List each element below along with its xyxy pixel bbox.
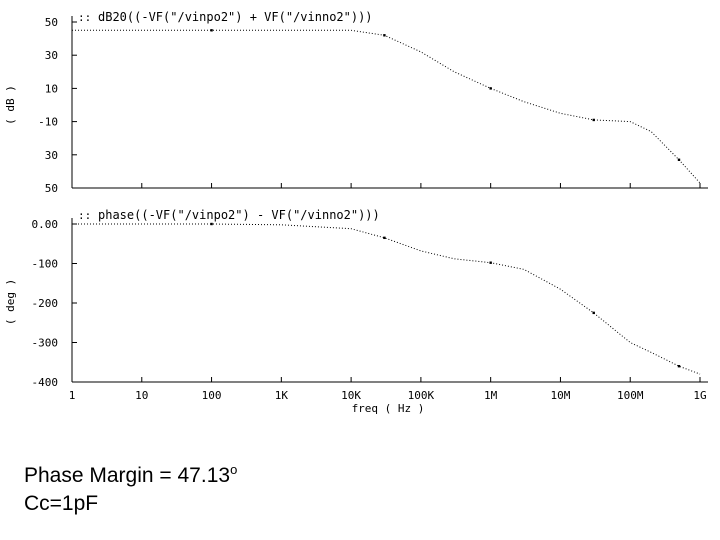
data-point-marker <box>592 311 595 315</box>
degree-symbol: o <box>230 462 238 477</box>
x-tick-label: 10 <box>135 389 148 402</box>
plot-title-marker: :: <box>78 11 91 24</box>
data-point-marker <box>677 365 681 368</box>
x-tick-label: 100K <box>408 389 435 402</box>
cc-caption: Cc=1pF <box>24 492 99 515</box>
x-tick-label: 1K <box>275 389 289 402</box>
x-tick-label: 1G <box>693 389 706 402</box>
x-axis-label: freq ( Hz ) <box>352 402 425 415</box>
data-point-marker <box>489 261 492 264</box>
series-line <box>72 223 701 375</box>
y-tick-label: -200 <box>32 297 59 310</box>
y-tick-label: 50 <box>45 182 58 195</box>
x-tick-label: 100M <box>617 389 644 402</box>
x-tick-label: 10K <box>341 389 361 402</box>
data-point-marker <box>677 158 681 161</box>
data-point-marker <box>210 29 213 32</box>
y-tick-label: 0.00 <box>32 218 59 231</box>
y-axis-label: ( deg ) <box>4 279 17 325</box>
x-tick-label: 1 <box>69 389 76 402</box>
plot-title-marker: :: <box>78 209 91 222</box>
x-tick-label: 1M <box>484 389 498 402</box>
x-tick-label: 10M <box>551 389 571 402</box>
y-tick-label: 30 <box>45 49 58 62</box>
x-tick-label: 100 <box>202 389 222 402</box>
y-tick-label: -300 <box>32 337 59 350</box>
y-tick-label: -10 <box>38 116 58 129</box>
series-line <box>72 29 701 184</box>
data-point-marker <box>383 236 386 240</box>
plot-title: dB20((-VF("/vinpo2") + VF("/vinno2"))) <box>98 10 373 24</box>
y-tick-label: 10 <box>45 82 58 95</box>
data-point-marker <box>383 34 386 37</box>
y-tick-label: -100 <box>32 258 59 271</box>
y-tick-label: -400 <box>32 376 59 389</box>
data-point-marker <box>592 118 595 122</box>
y-axis-label: ( dB ) <box>4 85 17 125</box>
y-tick-label: 50 <box>45 16 58 29</box>
phase-margin-text: Phase Margin = 47.13 <box>24 464 231 487</box>
data-point-marker <box>489 87 492 90</box>
plot-title: phase((-VF("/vinpo2") - VF("/vinno2"))) <box>98 208 380 222</box>
phase-margin-caption: Phase Margin = 47.13o <box>24 462 237 488</box>
y-tick-label: 30 <box>45 149 58 162</box>
data-point-marker <box>210 222 213 226</box>
